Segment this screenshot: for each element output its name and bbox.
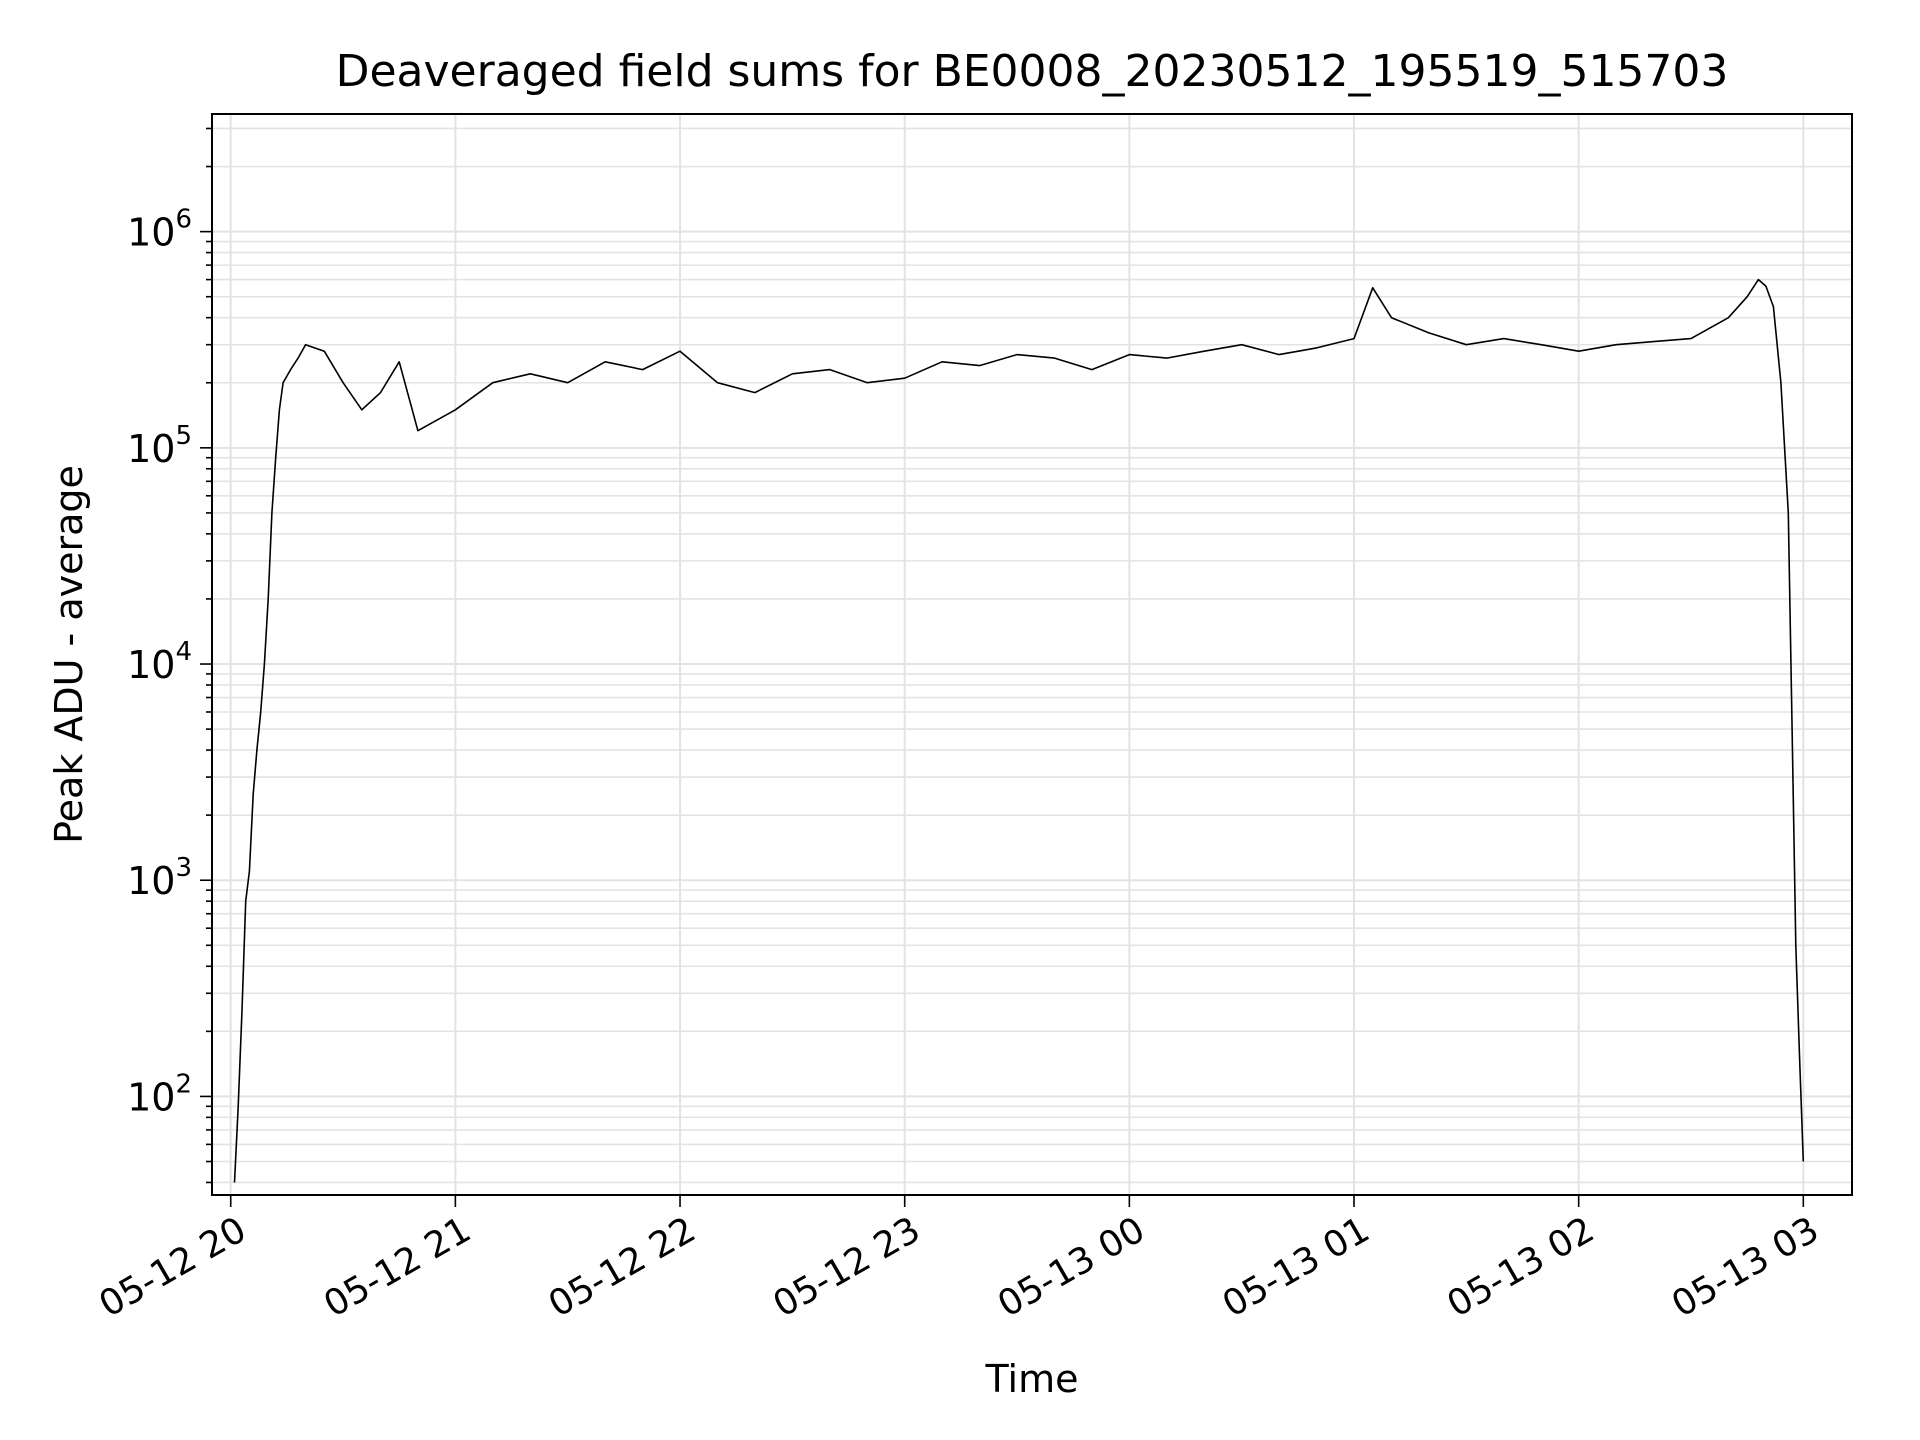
y-tick-label: 104 [127, 637, 192, 687]
x-axis-label: Time [985, 1357, 1079, 1401]
series-line [233, 278, 1805, 1183]
plot-frame [211, 113, 1853, 1196]
y-tick-label: 105 [127, 421, 192, 471]
grid-lines [212, 114, 1852, 1195]
series-group [233, 278, 1805, 1183]
y-tick-label: 102 [127, 1069, 192, 1119]
y-tick-label: 106 [127, 205, 192, 255]
y-tick-label: 103 [127, 853, 192, 903]
y-axis: 102 103 104 105 106 [127, 127, 212, 1184]
y-axis-label: Peak ADU - average [47, 465, 91, 844]
chart-title: Deaveraged field sums for BE0008_2023051… [336, 46, 1729, 97]
